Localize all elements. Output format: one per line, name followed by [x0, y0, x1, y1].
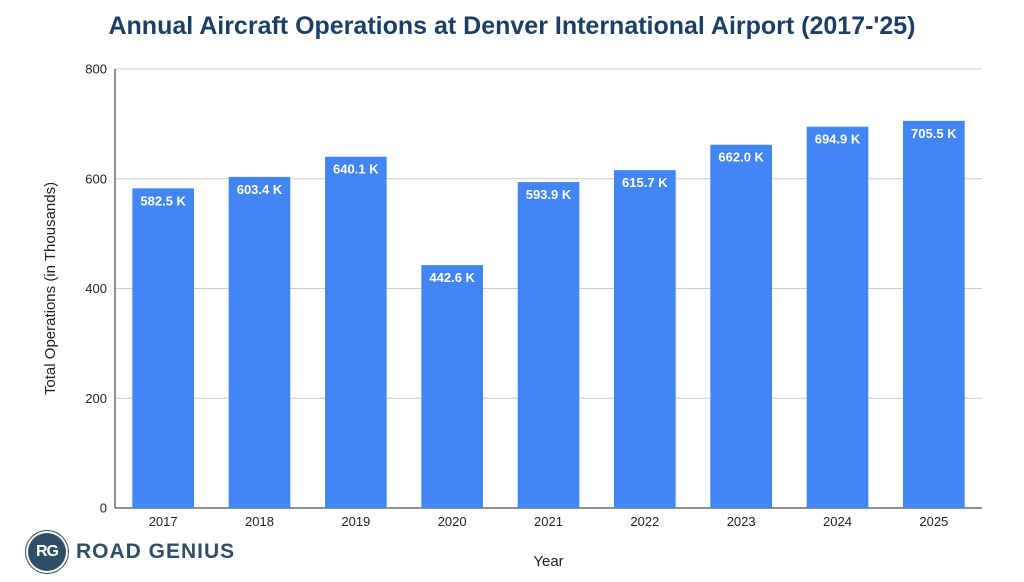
x-tick-label-2018: 2018 — [245, 514, 274, 529]
data-label-2024: 694.9 K — [815, 132, 861, 147]
bar-2023 — [710, 144, 772, 509]
bar-2018 — [228, 176, 291, 508]
bar-2024 — [806, 126, 869, 509]
bar-2020 — [421, 265, 483, 508]
y-tick-label-600: 600 — [85, 171, 107, 186]
data-label-2018: 603.4 K — [237, 182, 283, 197]
chart-title: Annual Aircraft Operations at Denver Int… — [108, 12, 916, 40]
y-tick-label-0: 0 — [100, 501, 107, 516]
bar-2021 — [517, 182, 580, 508]
x-tick-label-2023: 2023 — [727, 514, 756, 529]
x-tick-label-2021: 2021 — [534, 514, 563, 529]
data-label-2017: 582.5 K — [140, 193, 186, 208]
bar-2019 — [325, 156, 387, 509]
x-tick-label-2022: 2022 — [630, 514, 659, 529]
y-tick-label-400: 400 — [85, 281, 107, 296]
rg-logo-icon: RG — [28, 533, 66, 571]
x-tick-label-2024: 2024 — [823, 514, 852, 529]
data-label-2019: 640.1 K — [333, 162, 379, 177]
data-label-2025: 705.5 K — [911, 126, 957, 141]
data-label-2021: 593.9 K — [526, 187, 572, 202]
x-tick-label-2025: 2025 — [919, 514, 948, 529]
y-tick-label-200: 200 — [85, 391, 107, 406]
x-tick-label-2017: 2017 — [149, 514, 178, 529]
bar-2022 — [614, 170, 676, 508]
bar-2017 — [132, 188, 194, 508]
brand-logo: RG ROAD GENIUS — [28, 533, 235, 571]
y-axis-title: Total Operations (in Thousands) — [42, 182, 59, 395]
y-tick-label-800: 800 — [85, 62, 107, 77]
x-tick-label-2019: 2019 — [341, 514, 370, 529]
x-axis-title: Year — [533, 553, 563, 570]
data-label-2023: 662.0 K — [718, 150, 764, 165]
bar-2025 — [903, 120, 965, 508]
data-label-2022: 615.7 K — [622, 175, 668, 190]
brand-name: ROAD GENIUS — [76, 540, 236, 563]
data-label-2020: 442.6 K — [429, 270, 475, 285]
x-tick-label-2020: 2020 — [438, 514, 467, 529]
